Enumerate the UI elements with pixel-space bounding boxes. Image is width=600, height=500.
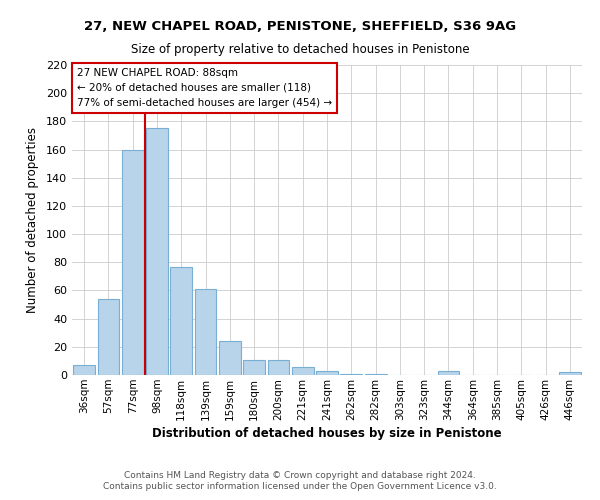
Bar (170, 266, 192, 375)
Text: 27 NEW CHAPEL ROAD: 88sqm
← 20% of detached houses are smaller (118)
77% of semi: 27 NEW CHAPEL ROAD: 88sqm ← 20% of detac… (77, 68, 332, 108)
Bar (365, 374, 386, 375)
Bar (73, 365, 95, 375)
Bar (194, 289, 217, 375)
Bar (219, 341, 241, 375)
Text: Contains public sector information licensed under the Open Government Licence v3: Contains public sector information licen… (103, 482, 497, 491)
Bar (243, 360, 265, 375)
Bar (146, 128, 168, 375)
Bar (122, 150, 143, 375)
Text: Size of property relative to detached houses in Penistone: Size of property relative to detached ho… (131, 42, 469, 56)
Bar (340, 374, 362, 375)
Bar (316, 371, 338, 375)
Bar (559, 372, 581, 375)
Bar (292, 366, 314, 375)
Text: 27, NEW CHAPEL ROAD, PENISTONE, SHEFFIELD, S36 9AG: 27, NEW CHAPEL ROAD, PENISTONE, SHEFFIEL… (84, 20, 516, 33)
Bar (437, 371, 460, 375)
X-axis label: Distribution of detached houses by size in Penistone: Distribution of detached houses by size … (152, 427, 502, 440)
Bar (97, 299, 119, 375)
Bar (268, 360, 289, 375)
Y-axis label: Number of detached properties: Number of detached properties (26, 127, 39, 313)
Text: Contains HM Land Registry data © Crown copyright and database right 2024.: Contains HM Land Registry data © Crown c… (124, 471, 476, 480)
